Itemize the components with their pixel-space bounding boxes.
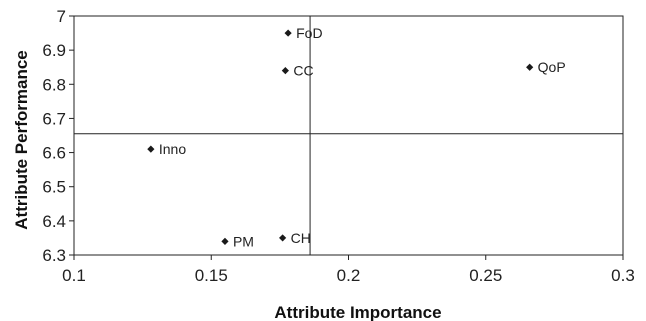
point-label-inno: Inno [159,141,186,157]
data-points: FoD CC QoP Inno PM CH [147,25,566,249]
plot-area [73,15,624,256]
reference-lines [74,16,623,255]
point-label-ch: CH [291,230,311,246]
point-label-pm: PM [233,233,254,249]
x-tick-label: 0.2 [337,266,361,285]
point-marker-fod [284,29,292,37]
y-axis-title: Attribute Performance [12,50,31,229]
point-marker-ch [279,234,287,242]
y-tick-label: 6.9 [42,41,66,60]
point-label-qop: QoP [538,59,566,75]
y-axis-ticks: 6.3 6.4 6.5 6.6 6.7 6.8 6.9 7 [42,7,74,265]
y-tick-label: 6.7 [42,109,66,128]
x-axis-ticks: 0.1 0.15 0.2 0.25 0.3 [62,255,635,285]
point-marker-pm [221,237,229,245]
x-tick-label: 0.25 [469,266,502,285]
point-label-fod: FoD [296,25,322,41]
point-marker-qop [526,63,534,71]
y-tick-label: 6.4 [42,212,66,231]
y-tick-label: 6.3 [42,246,66,265]
y-tick-label: 6.8 [42,75,66,94]
x-tick-label: 0.1 [62,266,86,285]
y-tick-label: 7 [57,7,66,26]
x-tick-label: 0.3 [611,266,635,285]
point-marker-cc [281,67,289,75]
x-tick-label: 0.15 [195,266,228,285]
point-marker-inno [147,145,155,153]
y-tick-label: 6.5 [42,178,66,197]
point-label-cc: CC [293,63,313,79]
y-tick-label: 6.6 [42,144,66,163]
x-axis-title: Attribute Importance [274,303,441,321]
